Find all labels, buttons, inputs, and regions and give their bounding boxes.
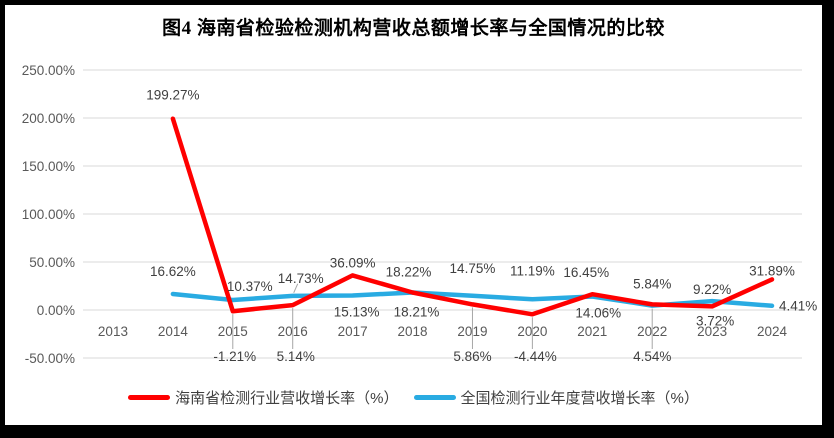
data-label: 18.22% (386, 265, 432, 280)
y-axis-tick-label: 200.00% (22, 111, 75, 126)
data-label: 14.73% (278, 271, 324, 286)
data-label: 10.37% (227, 279, 273, 294)
data-label: 31.89% (749, 263, 795, 278)
legend-item-hainan: 海南省检测行业营收增长率（%） (128, 387, 399, 408)
y-axis-tick-label: 0.00% (37, 303, 75, 318)
x-axis-tick-label: 2021 (577, 324, 607, 339)
x-axis-tick-label: 2023 (697, 324, 727, 339)
data-label-leader (293, 283, 299, 294)
y-axis-tick-label: -50.00% (25, 351, 75, 366)
line-chart-plot: 250.00% 200.00% 150.00% 100.00% 50.00% 0.00% -… (22, 63, 818, 366)
data-label: 5.86% (453, 349, 491, 364)
x-axis-tick-label: 2018 (398, 324, 428, 339)
data-label: 36.09% (330, 255, 376, 270)
data-label: -4.44% (514, 349, 557, 364)
hainan-series-line (170, 116, 775, 317)
chart-title: 图4 海南省检验检测机构营收总额增长率与全国情况的比较 (162, 18, 665, 39)
legend-line-swatch-blue (413, 395, 456, 400)
x-axis-tick-label: 2024 (757, 324, 788, 339)
x-axis-tick-label: 2013 (98, 324, 128, 339)
legend-line-swatch-red (128, 395, 171, 400)
data-label: 9.22% (693, 282, 731, 297)
data-label: 18.21% (394, 305, 440, 320)
data-label: 5.14% (277, 349, 315, 364)
y-axis-tick-label: 100.00% (22, 207, 75, 222)
x-axis-tick-label: 2017 (338, 324, 368, 339)
data-label: 3.72% (696, 313, 734, 328)
legend-label-national: 全国检测行业年度营收增长率（%） (460, 390, 699, 407)
chart-canvas: 图4 海南省检验检测机构营收总额增长率与全国情况的比较 250.00% 200.0… (5, 5, 822, 425)
legend-item-national: 全国检测行业年度营收增长率（%） (413, 387, 699, 408)
data-label: 4.41% (779, 298, 817, 313)
data-label: -1.21% (213, 349, 256, 364)
data-label: 16.45% (563, 265, 609, 280)
x-axis-tick-label: 2014 (158, 324, 189, 339)
legend-label-hainan: 海南省检测行业营收增长率（%） (175, 390, 399, 407)
y-axis-tick-label: 150.00% (22, 159, 75, 174)
data-label: 14.75% (450, 261, 496, 276)
data-label: 14.06% (575, 306, 621, 321)
data-label: 11.19% (510, 263, 555, 278)
data-label: 199.27% (146, 88, 199, 103)
chart-legend: 海南省检测行业营收增长率（%） 全国检测行业年度营收增长率（%） (5, 387, 822, 408)
y-axis-tick-label: 250.00% (22, 63, 75, 78)
data-label: 16.62% (150, 264, 196, 279)
data-label: 4.54% (633, 349, 671, 364)
data-label: 5.84% (633, 276, 671, 291)
y-axis-tick-label: 50.00% (29, 255, 75, 270)
data-label: 15.13% (334, 304, 380, 319)
